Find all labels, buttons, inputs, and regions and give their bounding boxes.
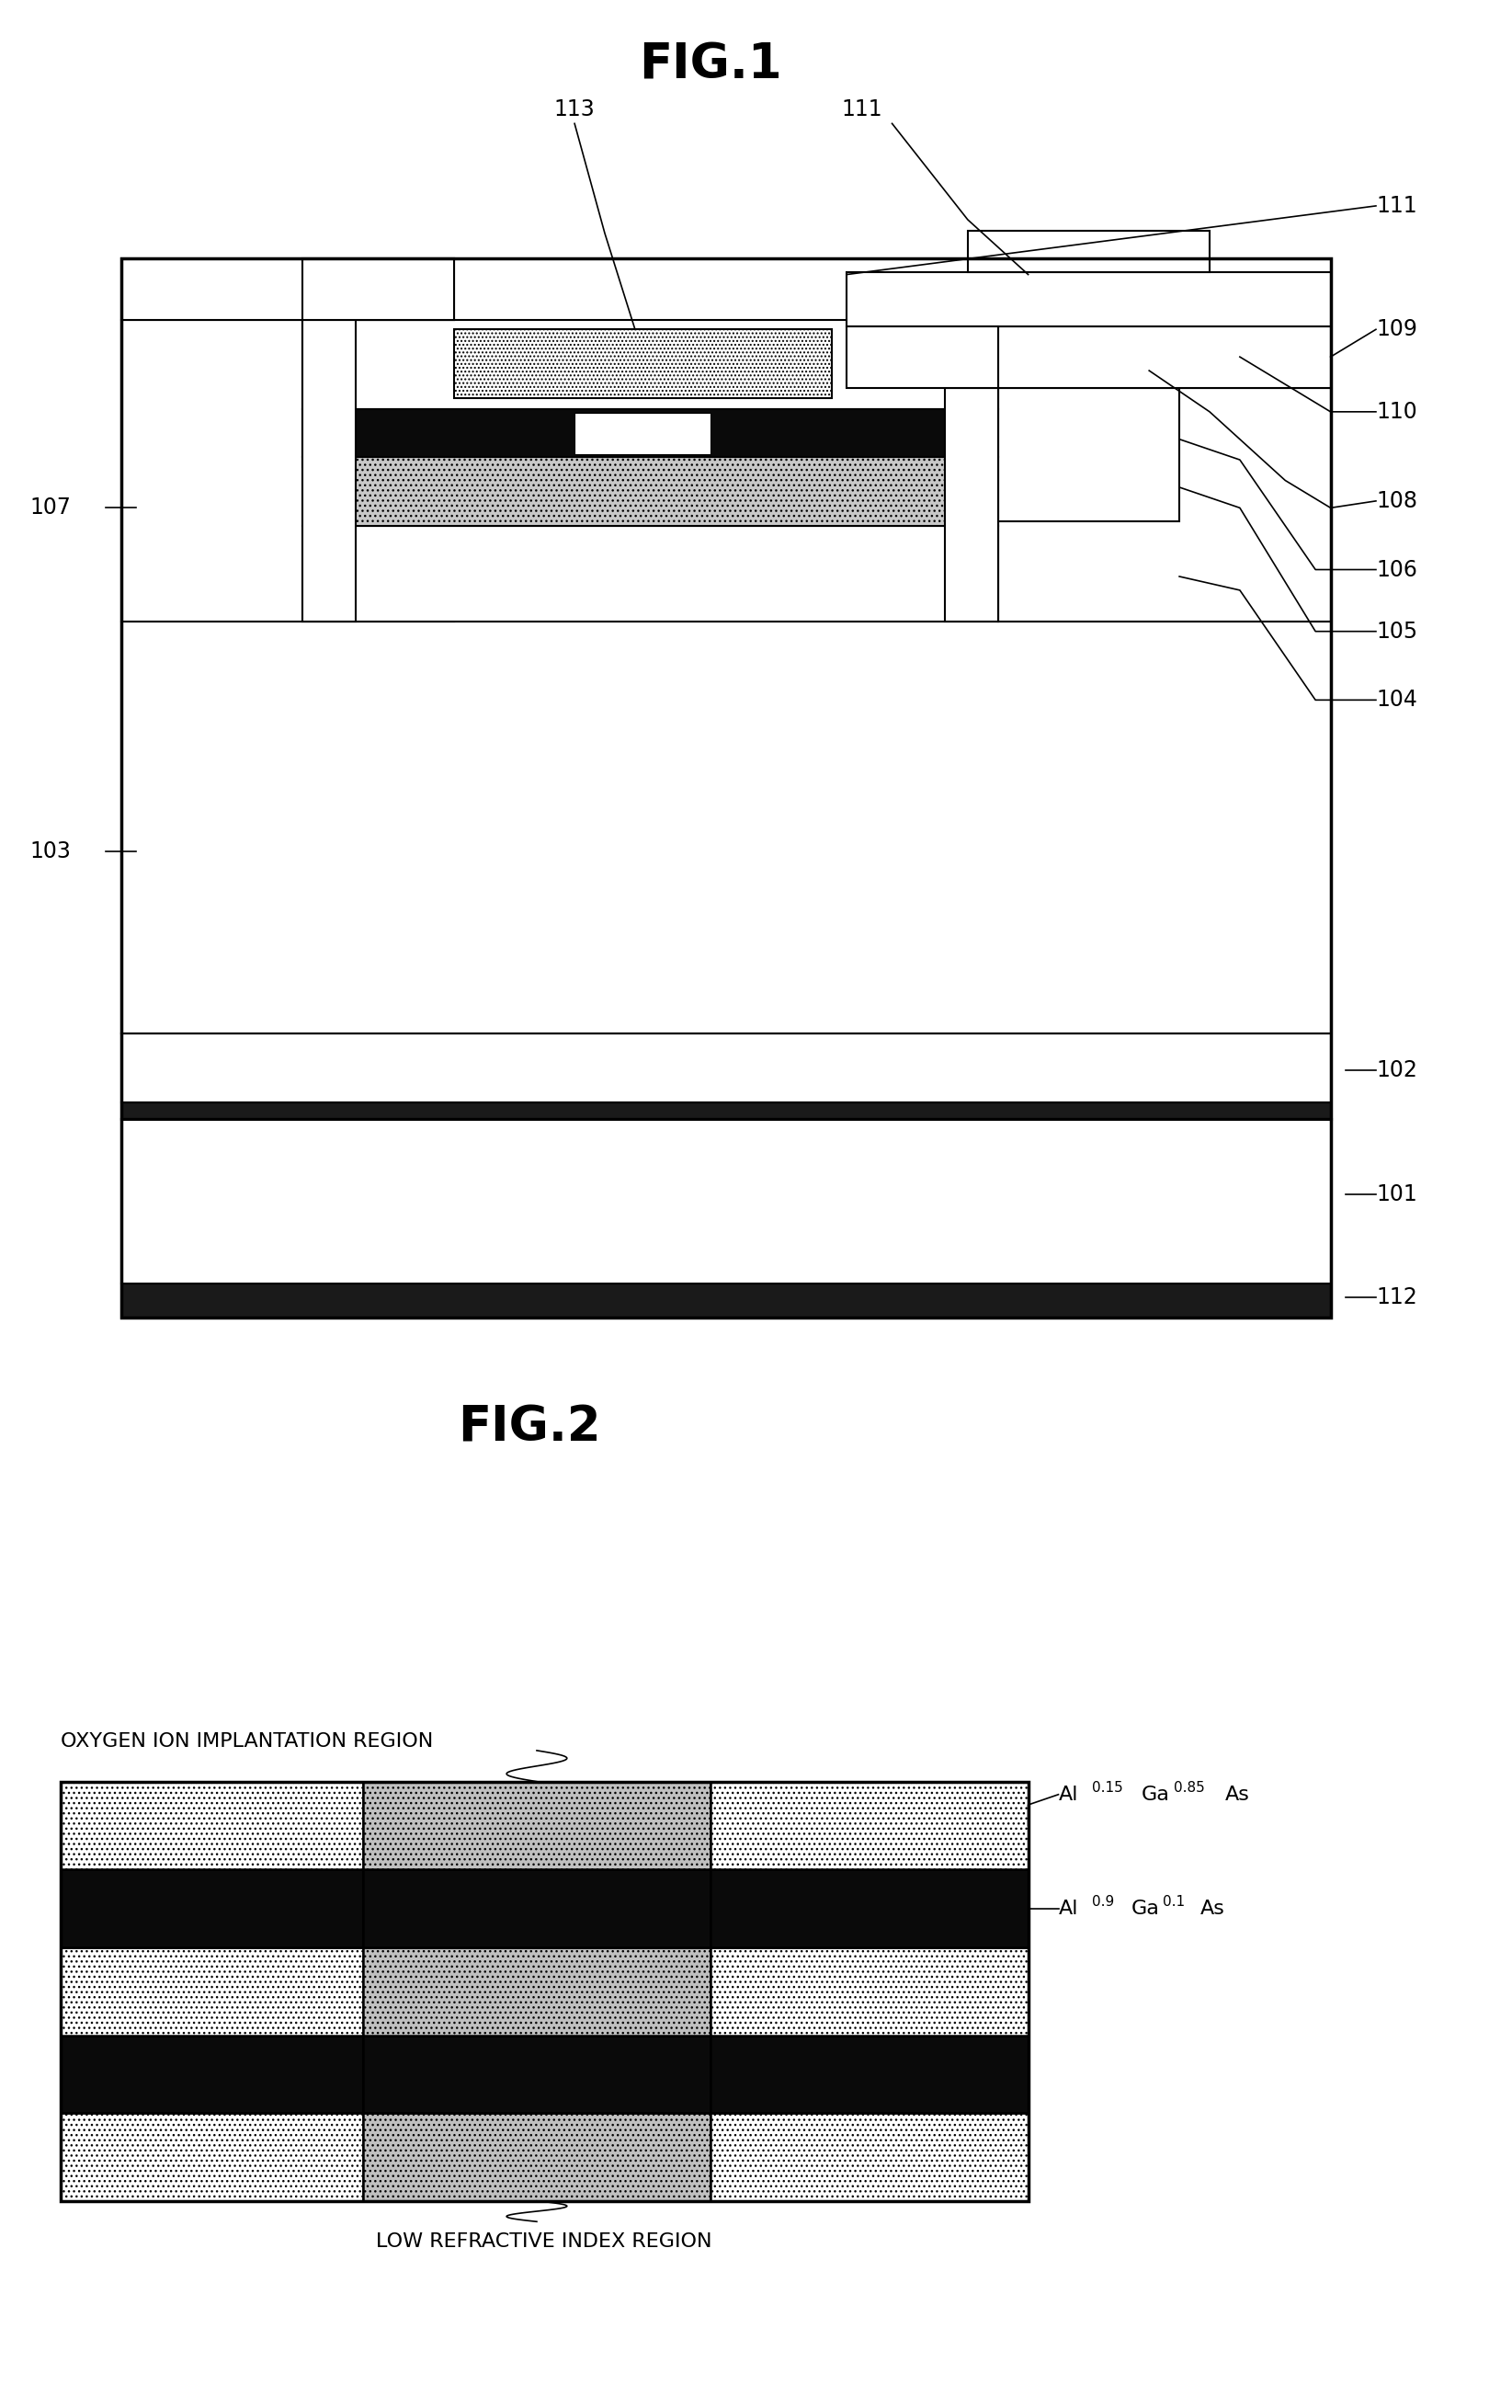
Text: 110: 110	[1376, 400, 1417, 424]
Bar	[363, 1869, 711, 1948]
Bar	[121, 320, 454, 621]
Bar	[945, 388, 998, 621]
Bar	[60, 1869, 363, 1948]
Text: 106: 106	[1376, 559, 1417, 580]
Bar	[121, 258, 454, 320]
Bar	[363, 2035, 711, 2112]
Text: Al: Al	[1058, 1784, 1078, 1804]
Bar	[121, 1283, 1331, 1317]
Bar	[60, 2035, 363, 2112]
Text: 0.85: 0.85	[1173, 1780, 1205, 1794]
Bar	[711, 1869, 1028, 1948]
Text: Ga: Ga	[1142, 1784, 1170, 1804]
Text: Al: Al	[1058, 1900, 1078, 1917]
Text: 111: 111	[1376, 195, 1417, 217]
Bar	[121, 621, 1331, 1033]
Text: 105: 105	[1376, 621, 1417, 643]
Text: 108: 108	[1376, 489, 1417, 513]
Bar	[60, 2112, 363, 2201]
Text: 104: 104	[1376, 689, 1417, 710]
Bar	[847, 272, 1331, 327]
Bar	[363, 1948, 711, 2035]
Bar	[60, 1948, 363, 2035]
Bar	[711, 1948, 1028, 2035]
Bar	[302, 458, 998, 525]
Text: 113: 113	[553, 99, 596, 120]
Bar	[847, 327, 998, 388]
Text: 0.15: 0.15	[1092, 1780, 1123, 1794]
Bar	[302, 320, 355, 621]
Bar	[363, 2112, 711, 2201]
Bar	[121, 1103, 1331, 1120]
Bar	[711, 1782, 1028, 1869]
Text: 109: 109	[1376, 318, 1417, 340]
Bar	[998, 388, 1179, 523]
Bar	[968, 231, 1210, 272]
Bar	[121, 1033, 1331, 1103]
Bar	[302, 320, 998, 409]
Text: FIG.2: FIG.2	[458, 1404, 600, 1452]
Bar	[302, 525, 998, 621]
Text: As: As	[1201, 1900, 1225, 1917]
Bar	[60, 1782, 1028, 2201]
Text: 0.9: 0.9	[1092, 1895, 1114, 1910]
Text: 112: 112	[1376, 1286, 1417, 1308]
Text: 107: 107	[30, 496, 71, 518]
Text: 101: 101	[1376, 1182, 1417, 1204]
Text: 111: 111	[841, 99, 883, 120]
Text: Ga: Ga	[1131, 1900, 1160, 1917]
Text: 102: 102	[1376, 1060, 1417, 1081]
Text: FIG.1: FIG.1	[640, 41, 782, 89]
Bar	[454, 330, 832, 397]
Bar	[121, 1120, 1331, 1283]
Bar	[998, 388, 1331, 621]
Bar	[575, 414, 711, 455]
Text: 103: 103	[30, 840, 71, 862]
Bar	[302, 409, 998, 458]
Bar	[302, 258, 454, 320]
Bar	[60, 1782, 363, 1869]
Text: LOW REFRACTIVE INDEX REGION: LOW REFRACTIVE INDEX REGION	[376, 2232, 712, 2251]
Bar	[711, 2112, 1028, 2201]
Bar	[711, 2035, 1028, 2112]
Text: 0.1: 0.1	[1163, 1895, 1185, 1910]
Text: As: As	[1225, 1784, 1249, 1804]
Bar	[363, 1782, 711, 1869]
Text: OXYGEN ION IMPLANTATION REGION: OXYGEN ION IMPLANTATION REGION	[60, 1731, 432, 1751]
Bar	[998, 327, 1331, 388]
Bar	[302, 320, 454, 467]
Bar	[121, 258, 1331, 1317]
